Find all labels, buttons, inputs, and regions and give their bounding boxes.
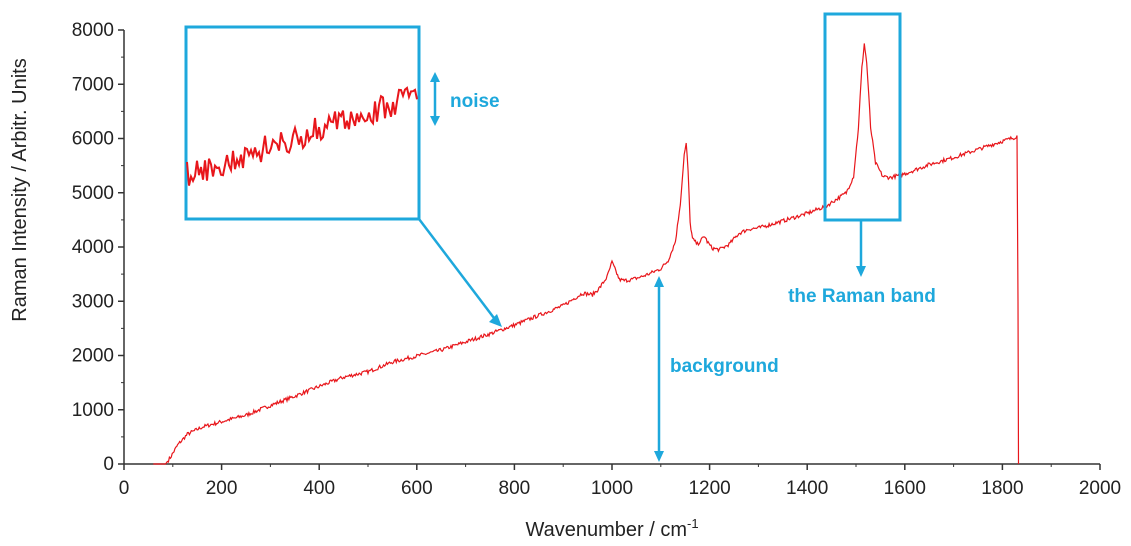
y-tick-label: 7000 <box>72 74 114 95</box>
inset-connector-arrowhead <box>489 314 502 327</box>
x-tick-label: 1600 <box>884 478 926 499</box>
y-ticks: 0 1000 2000 3000 4000 5000 6000 7000 8000 <box>72 20 124 475</box>
background-label: background <box>670 356 779 377</box>
noise-inset-frame <box>184 25 421 221</box>
x-tick-label: 0 <box>119 478 130 499</box>
background-arrow-bottom-head <box>654 451 664 462</box>
background-arrow-top-head <box>654 276 664 287</box>
noise-label: noise <box>450 91 500 112</box>
x-tick-label: 800 <box>499 478 531 499</box>
y-tick-label: 0 <box>103 454 114 475</box>
x-axis-title: Wavenumber / cm-1 <box>525 516 698 541</box>
y-tick-label: 6000 <box>72 129 114 150</box>
raman-band-frame <box>823 12 902 222</box>
y-tick-label: 3000 <box>72 291 114 312</box>
y-axis-title: Raman Intensity / Arbitr. Units <box>9 58 31 321</box>
x-tick-label: 2000 <box>1079 478 1121 499</box>
x-tick-label: 1400 <box>786 478 828 499</box>
noise-inset-trace <box>186 86 418 186</box>
y-tick-label: 1000 <box>72 400 114 421</box>
x-tick-label: 1000 <box>591 478 633 499</box>
raman-band-arrowhead <box>856 266 866 277</box>
spectrum-line <box>153 43 1020 465</box>
y-tick-label: 5000 <box>72 183 114 204</box>
y-tick-label: 2000 <box>72 346 114 367</box>
raman-band-label: the Raman band <box>788 286 936 307</box>
x-tick-label: 1200 <box>688 478 730 499</box>
y-tick-label: 4000 <box>72 237 114 258</box>
annotations: noise the Raman band background <box>184 12 936 462</box>
noise-arrow-top-head <box>430 72 440 82</box>
series-layer <box>153 43 1020 465</box>
x-tick-label: 200 <box>206 478 238 499</box>
inset-connector-line <box>418 218 498 323</box>
x-ticks: 0 200 400 600 800 1000 1200 1400 1600 1800 2000 <box>119 464 1121 499</box>
axes <box>123 30 1100 465</box>
x-tick-label: 400 <box>303 478 335 499</box>
noise-arrow-bottom-head <box>430 116 440 126</box>
x-tick-label: 600 <box>401 478 433 499</box>
y-tick-label: 8000 <box>72 20 114 41</box>
x-tick-label: 1800 <box>981 478 1023 499</box>
